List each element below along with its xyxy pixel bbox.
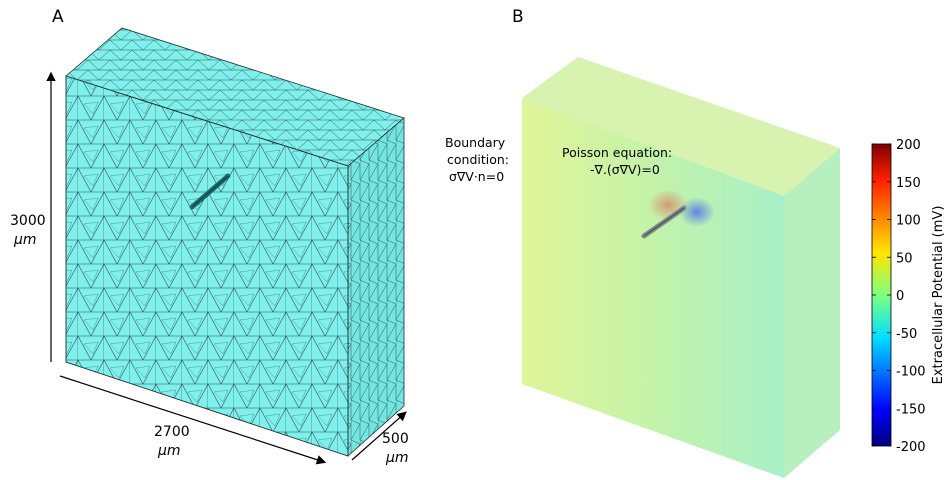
colorbar-tick-label: 50: [896, 251, 913, 266]
colorbar-tick-label: -50: [896, 327, 917, 342]
height-value: 3000: [10, 213, 46, 229]
colorbar: 200 150 100 50 0 -50 -100 -150 -200 Extracellula…: [871, 138, 946, 455]
width-arrow: [59, 375, 327, 465]
poisson-line-2: -∇.(σ∇V)=0: [590, 162, 660, 177]
colorbar-tick-label: -150: [896, 402, 926, 417]
panel-a-label: A: [52, 7, 64, 27]
depth-value: 500: [382, 431, 409, 447]
potential-field: [522, 57, 840, 478]
colorbar-tick-label: -200: [896, 440, 926, 455]
panel-b: B Boundary condition: σ∇V·n=0 Poisson eq…: [445, 7, 946, 478]
colorbar-label: Extracellular Potential (mV): [931, 206, 946, 385]
depth-arrow: [351, 411, 407, 461]
boundary-line-3: σ∇V·n=0: [449, 169, 504, 184]
colorbar-tick-label: 150: [896, 176, 921, 191]
height-unit: μm: [13, 232, 37, 248]
colorbar-tick-label: -100: [896, 365, 926, 380]
mesh-box: [65, 27, 405, 457]
field-slab: [522, 57, 840, 196]
colorbar-tick-label: 0: [896, 289, 904, 304]
width-unit: μm: [157, 443, 181, 459]
colorbar-tick-label: 100: [896, 214, 921, 229]
colorbar-tick-label: 200: [896, 138, 921, 153]
panel-a: A 3000 μm 2700 μm 500 μm: [10, 7, 409, 466]
panel-b-label: B: [512, 7, 524, 27]
width-value: 2700: [154, 424, 190, 440]
boundary-line-1: Boundary: [445, 135, 506, 150]
boundary-line-2: condition:: [447, 152, 509, 167]
depth-unit: μm: [385, 450, 409, 466]
poisson-line-1: Poisson equation:: [562, 145, 672, 160]
colorbar-ticks: 200 150 100 50 0 -50 -100 -150 -200: [872, 138, 926, 455]
